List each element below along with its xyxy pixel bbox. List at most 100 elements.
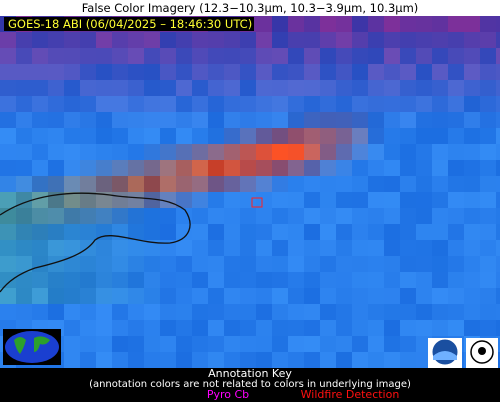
image-tile (16, 128, 32, 144)
image-tile (128, 112, 144, 128)
image-tile (144, 80, 160, 96)
image-tile (272, 160, 288, 176)
image-tile (80, 224, 96, 240)
image-tile (256, 96, 272, 112)
image-tile (352, 144, 368, 160)
image-tile (80, 208, 96, 224)
image-tile (400, 112, 416, 128)
image-tile (128, 128, 144, 144)
image-tile (80, 288, 96, 304)
image-tile (432, 176, 448, 192)
image-tile (176, 192, 192, 208)
image-tile (192, 160, 208, 176)
image-tile (480, 240, 496, 256)
image-tile (240, 192, 256, 208)
image-tile (432, 96, 448, 112)
image-tile (64, 160, 80, 176)
image-tile (288, 224, 304, 240)
image-tile (256, 144, 272, 160)
image-tile (128, 352, 144, 368)
image-tile (160, 160, 176, 176)
image-tile (416, 112, 432, 128)
image-tile (208, 128, 224, 144)
image-tile (64, 240, 80, 256)
image-tile (224, 288, 240, 304)
image-tile (368, 48, 384, 64)
image-tile (496, 224, 500, 240)
image-tile (288, 320, 304, 336)
image-tile (464, 48, 480, 64)
image-tile (48, 160, 64, 176)
image-tile (448, 224, 464, 240)
image-tile (336, 96, 352, 112)
image-tile (288, 336, 304, 352)
image-tile (208, 336, 224, 352)
image-tile (32, 112, 48, 128)
image-tile (320, 288, 336, 304)
image-tile (464, 288, 480, 304)
image-tile (64, 112, 80, 128)
image-tile (384, 224, 400, 240)
image-tile (304, 96, 320, 112)
image-tile (496, 80, 500, 96)
image-tile (336, 48, 352, 64)
image-tile (272, 16, 288, 32)
image-tile (384, 304, 400, 320)
image-tile (176, 64, 192, 80)
image-tile (144, 240, 160, 256)
image-tile (144, 128, 160, 144)
image-tile (16, 176, 32, 192)
image-tile (448, 80, 464, 96)
image-tile (432, 128, 448, 144)
image-tile (304, 336, 320, 352)
image-tile (368, 352, 384, 368)
image-tile (432, 208, 448, 224)
image-tile (224, 96, 240, 112)
image-tile (496, 112, 500, 128)
key-pyrocb: Pyro Cb (207, 388, 249, 401)
image-tile (480, 160, 496, 176)
image-tile (336, 16, 352, 32)
image-tile (64, 144, 80, 160)
image-tile (496, 64, 500, 80)
image-tile (176, 144, 192, 160)
image-tile (304, 160, 320, 176)
image-tile (192, 208, 208, 224)
image-tile (336, 160, 352, 176)
image-tile (384, 128, 400, 144)
image-tile (480, 288, 496, 304)
image-tile (368, 80, 384, 96)
image-tile (384, 288, 400, 304)
image-tile (288, 48, 304, 64)
image-tile (272, 128, 288, 144)
image-tile (160, 304, 176, 320)
image-tile (128, 304, 144, 320)
image-tile (208, 176, 224, 192)
image-tile (272, 224, 288, 240)
image-tile (496, 128, 500, 144)
image-tile (96, 48, 112, 64)
image-tile (64, 320, 80, 336)
image-tile (240, 160, 256, 176)
image-tile (432, 256, 448, 272)
image-tile (128, 64, 144, 80)
image-tile (416, 96, 432, 112)
image-tile (496, 256, 500, 272)
image-tile (480, 192, 496, 208)
image-tile (336, 112, 352, 128)
image-tile (160, 336, 176, 352)
image-tile (368, 96, 384, 112)
image-tile (192, 320, 208, 336)
image-tile (400, 176, 416, 192)
image-tile (320, 304, 336, 320)
image-tile (32, 288, 48, 304)
image-tile (336, 336, 352, 352)
image-tile (256, 176, 272, 192)
image-tile (416, 208, 432, 224)
image-tile (240, 208, 256, 224)
satellite-image (0, 16, 500, 368)
image-tile (64, 272, 80, 288)
image-tile (80, 352, 96, 368)
image-tile (32, 224, 48, 240)
image-tile (304, 304, 320, 320)
